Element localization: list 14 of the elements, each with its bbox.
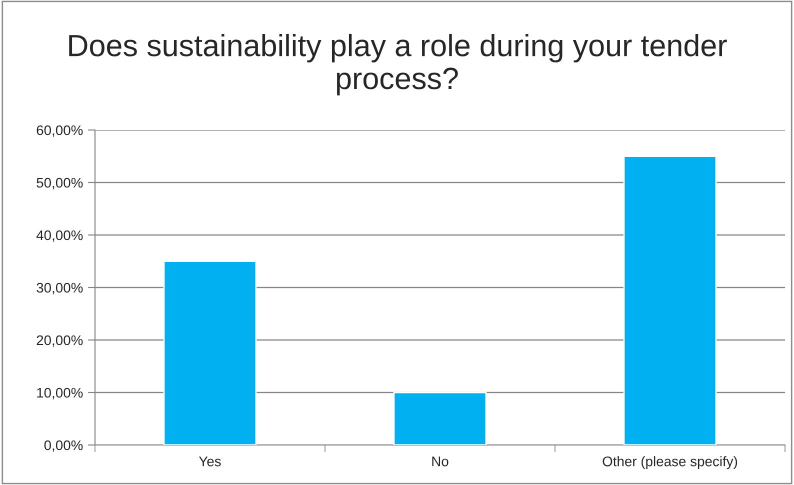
chart-title: Does sustainability play a role during your tender process? bbox=[69, 34, 727, 96]
bar bbox=[163, 260, 257, 445]
x-tick-label: Other (please specify) bbox=[602, 456, 738, 470]
y-tick-label: 20,00% bbox=[36, 335, 83, 347]
y-tick-label: 40,00% bbox=[36, 230, 83, 242]
y-tick-label: 0,00% bbox=[44, 440, 83, 452]
bar bbox=[393, 392, 487, 445]
y-tick-label: 60,00% bbox=[36, 125, 83, 137]
bar bbox=[623, 156, 717, 445]
x-tick-label: Yes bbox=[198, 456, 221, 466]
y-tick-label: 50,00% bbox=[36, 178, 83, 190]
y-tick-label: 30,00% bbox=[36, 282, 83, 294]
x-tick-label: No bbox=[432, 456, 448, 466]
y-tick-label: 10,00% bbox=[37, 388, 83, 400]
